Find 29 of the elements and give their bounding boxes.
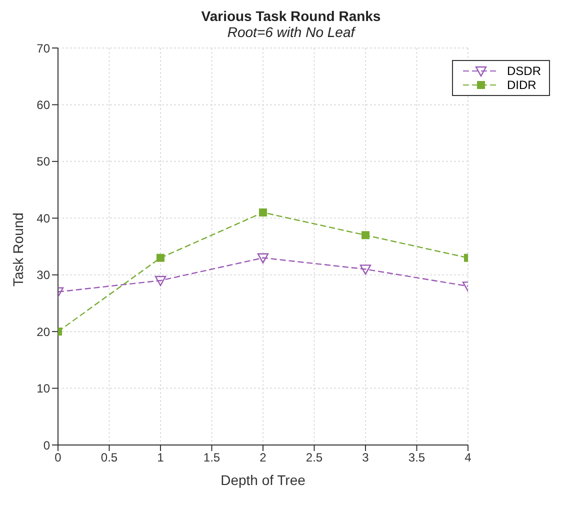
point	[361, 231, 370, 240]
legend-label: DIDR	[506, 78, 536, 92]
x-tick-label: 0	[54, 450, 62, 465]
x-tick-label: 1.5	[203, 450, 220, 465]
x-axis-title: Depth of Tree	[220, 472, 306, 488]
x-tick-label: 3.5	[408, 450, 426, 465]
x-tick-label: 0.5	[100, 450, 118, 465]
y-tick-label: 10	[36, 382, 50, 396]
x-tick-label: 2.5	[306, 450, 323, 465]
point	[156, 254, 164, 262]
chart-title: Various Task Round Ranks	[200, 8, 382, 24]
x-tick-label: 1	[157, 450, 164, 465]
y-tick-label: 20	[36, 324, 50, 339]
y-tick-label: 30	[36, 268, 50, 282]
y-tick-label: 60	[36, 98, 50, 112]
y-tick-label: 50	[36, 154, 50, 169]
point	[258, 208, 267, 216]
x-tick-label: 4	[464, 450, 472, 465]
point	[257, 253, 269, 264]
legend-label: DSDR	[506, 64, 541, 78]
x-tick-label: 2	[260, 450, 267, 465]
point	[360, 264, 372, 275]
y-tick-label: 0	[43, 438, 50, 452]
y-tick-label: 40	[36, 211, 50, 226]
y-tick-label: 70	[36, 41, 50, 56]
point	[154, 276, 166, 286]
chart-subtitle: Root=6 with No Leaf	[226, 24, 357, 40]
x-tick-label: 3	[362, 450, 370, 465]
y-axis-title: Task Round	[10, 212, 26, 286]
